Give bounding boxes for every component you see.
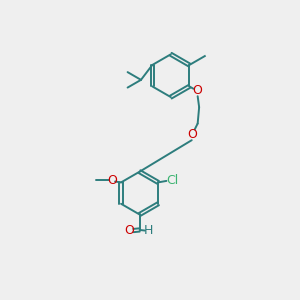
Text: O: O: [107, 173, 117, 187]
Text: H: H: [144, 224, 153, 237]
Text: O: O: [193, 84, 202, 98]
Text: O: O: [124, 224, 134, 237]
Text: Cl: Cl: [166, 174, 178, 188]
Text: O: O: [187, 128, 197, 141]
